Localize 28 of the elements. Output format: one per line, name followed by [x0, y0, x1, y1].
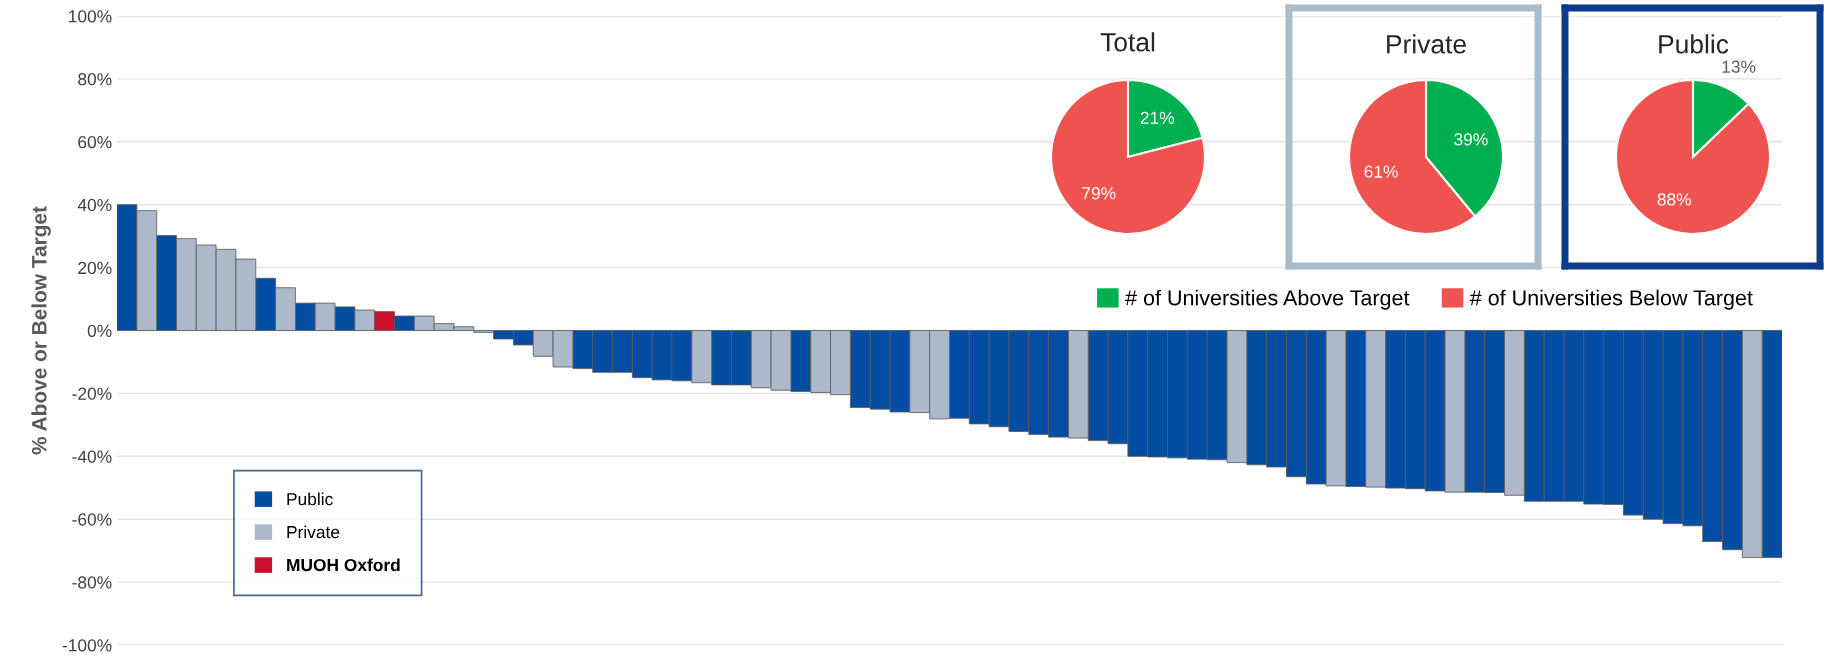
data-label: 39%	[1454, 133, 1488, 146]
chart-title: Private	[1387, 34, 1466, 54]
y-tick-label: -40%	[72, 450, 112, 463]
y-tick-label: 20%	[78, 261, 112, 275]
legend-label: Private	[287, 525, 340, 539]
legend-label: Public	[287, 492, 333, 506]
pie-slice	[1049, 78, 1207, 236]
legend-label: MUOH Oxford	[287, 558, 400, 572]
y-tick-label: 40%	[77, 198, 112, 212]
pie-slice	[1614, 78, 1772, 236]
y-tick-label: -100%	[62, 639, 112, 652]
y-tick-label: -80%	[72, 576, 112, 589]
y-tick-label: -20%	[72, 387, 112, 400]
y-axis-title: % Above or Below Target	[31, 206, 51, 455]
y-tick-label: 60%	[78, 135, 112, 149]
legend-label: # of Universities Below Target	[1469, 289, 1753, 310]
chart-title: Public	[1659, 34, 1729, 54]
y-tick-label: 100%	[69, 10, 112, 23]
data-label: 61%	[1364, 165, 1398, 178]
data-label: 79%	[1082, 187, 1116, 200]
y-tick-label: 80%	[78, 73, 112, 86]
chart-title: Total	[1100, 32, 1155, 52]
y-tick-label: 0%	[87, 324, 112, 337]
y-tick-label: -60%	[72, 513, 112, 526]
legend-label: # of Universities Above Target	[1125, 289, 1410, 310]
data-label: 13%	[1722, 60, 1756, 73]
data-label: 21%	[1140, 111, 1175, 124]
data-label: 88%	[1657, 193, 1691, 206]
